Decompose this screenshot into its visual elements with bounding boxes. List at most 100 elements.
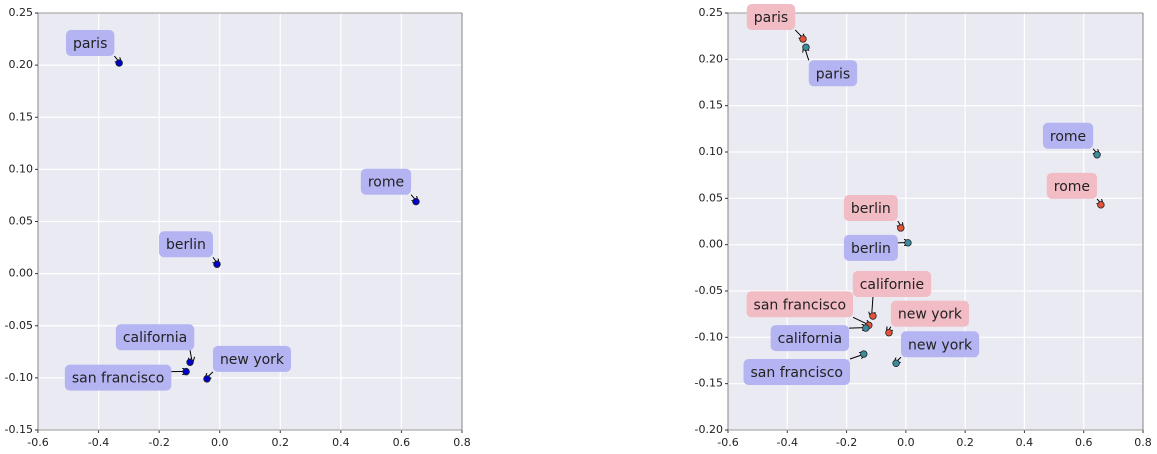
point [885,329,893,337]
point-label: berlin [166,237,206,253]
point [1093,151,1101,159]
label-box [890,300,970,327]
label-box [743,359,851,386]
point [186,358,194,366]
y-tick-label: 0.25 [9,6,34,19]
annotation: california [770,325,850,352]
y-tick-label: -0.10 [695,330,723,343]
y-tick-label: 0.20 [9,58,34,71]
x-tick-label: 0.8 [453,436,471,449]
annotation: san francisco [746,291,854,318]
annotation: rome [1046,172,1098,199]
annotation: berlin [843,234,898,261]
label-box [115,324,195,351]
label-box [64,364,172,391]
point-label: california [778,331,842,347]
point-label: rome [1054,179,1090,195]
point-label: berlin [851,241,891,257]
annotation: new york [890,300,970,327]
x-tick-label: 0.6 [393,436,411,449]
annotation: berlin [159,231,213,258]
annotation: new york [901,331,980,358]
y-tick-label: -0.20 [695,423,723,436]
label-box [843,194,898,221]
label-box [808,60,858,87]
point-label: berlin [851,201,891,217]
x-tick-label: -0.4 [777,436,798,449]
annotation: californie [852,271,932,298]
point [799,35,807,43]
x-tick-label: 0.8 [1134,436,1152,449]
point [115,59,123,67]
point [862,324,870,332]
point [203,375,211,383]
point-label: paris [73,36,107,52]
point [869,312,877,320]
point-label: san francisco [754,297,846,313]
label-box [770,325,850,352]
y-tick-label: 0.00 [699,238,724,251]
label-box [1046,172,1098,199]
annotation: california [115,324,195,351]
label-box [159,231,213,258]
y-tick-label: 0.25 [699,6,724,19]
point-label: new york [908,337,973,353]
x-tick-label: -0.6 [717,436,738,449]
y-tick-label: 0.00 [9,267,34,280]
x-tick-label: 0.2 [956,436,974,449]
point [892,359,900,367]
point-label: rome [1050,129,1086,145]
y-tick-label: -0.10 [5,371,33,384]
point-label: californie [860,277,924,293]
label-box [212,345,292,372]
y-tick-label: -0.05 [695,284,723,297]
x-tick-label: -0.2 [836,436,857,449]
label-box [746,291,854,318]
x-tick-label: 0.4 [332,436,350,449]
x-tick-label: 0.0 [211,436,229,449]
point-label: new york [220,352,285,368]
x-tick-label: -0.2 [148,436,169,449]
y-tick-label: 0.20 [699,52,724,65]
x-tick-label: 0.0 [897,436,915,449]
point [182,367,190,376]
y-tick-label: 0.05 [699,191,724,204]
y-tick-label: 0.10 [699,145,724,158]
x-tick-label: 0.2 [272,436,290,449]
point-label: san francisco [751,365,843,381]
x-tick-label: -0.4 [88,436,109,449]
label-box [843,234,898,261]
label-box [1042,122,1094,149]
y-tick-label: -0.15 [695,377,723,390]
y-tick-label: 0.10 [9,162,34,175]
point-label: california [123,330,187,346]
y-tick-label: 0.05 [9,215,34,228]
point-label: rome [368,175,404,191]
y-tick-label: -0.05 [5,319,33,332]
point [802,43,810,51]
point-label: new york [898,307,963,323]
point [412,197,420,206]
x-tick-label: -0.6 [27,436,48,449]
point [860,350,868,358]
annotation: san francisco [64,364,172,391]
y-tick-label: 0.15 [9,110,34,123]
annotation: rome [360,168,412,195]
point-label: san francisco [72,371,164,387]
annotation: paris [746,3,796,30]
annotation: new york [212,345,292,372]
x-tick-label: 0.4 [1016,436,1034,449]
x-tick-label: 0.6 [1075,436,1093,449]
y-tick-label: 0.15 [699,99,724,112]
point [213,260,221,268]
point-label: paris [754,10,788,26]
label-box [852,271,932,298]
label-box [746,3,796,30]
plot-frame [727,12,1144,431]
point [897,224,905,232]
annotation: rome [1042,122,1094,149]
point [904,239,912,247]
point-label: paris [816,66,850,82]
annotation: paris [65,30,115,57]
